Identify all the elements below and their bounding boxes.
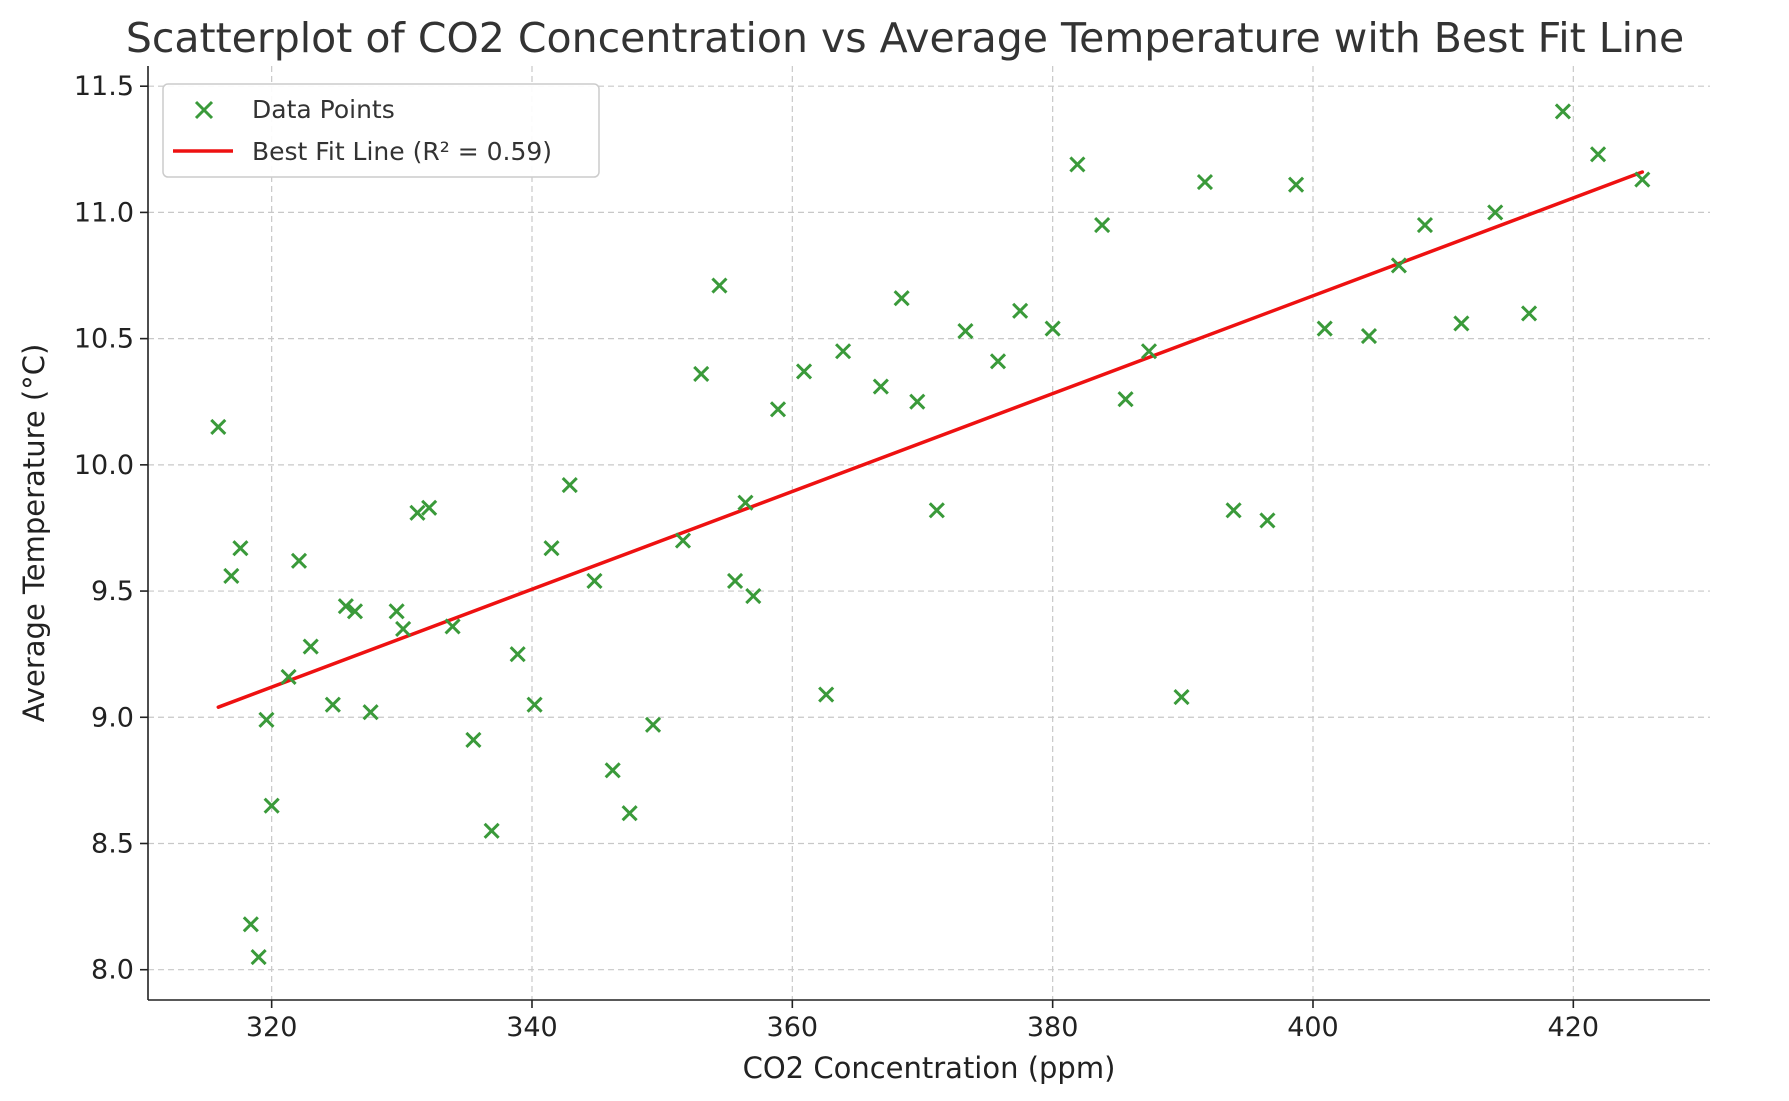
data-point [928, 502, 945, 519]
data-point [526, 696, 543, 713]
x-tick-label: 360 [767, 1012, 819, 1043]
data-point [795, 363, 813, 380]
data-point [769, 401, 787, 418]
axes [147, 66, 1710, 1001]
data-point [483, 822, 500, 839]
data-point [232, 540, 249, 557]
data-point [395, 620, 412, 637]
y-tick-label: 8.0 [91, 955, 134, 986]
data-point [1521, 305, 1538, 322]
data-point [1259, 512, 1276, 529]
data-point [872, 378, 889, 395]
data-point [737, 494, 754, 511]
data-point [444, 618, 461, 635]
y-tick-label: 8.5 [91, 828, 134, 859]
best-fit-line [216, 170, 1645, 709]
y-axis-label: Average Temperature (°C) [17, 344, 51, 723]
data-point [726, 572, 744, 590]
data-point [1094, 216, 1111, 234]
legend-label-data-points: Data Points [252, 95, 395, 124]
data-point [324, 696, 341, 713]
legend-marker-x-icon [194, 100, 214, 120]
chart-title: Scatterplot of CO2 Concentration vs Aver… [126, 14, 1684, 62]
data-point [1360, 328, 1378, 345]
data-point [1044, 320, 1061, 337]
data-point [1589, 146, 1607, 163]
data-point [644, 716, 662, 733]
data-point [957, 322, 974, 340]
x-tick-label: 420 [1548, 1012, 1600, 1043]
data-point [421, 499, 438, 516]
data-point [1416, 216, 1433, 234]
data-point [1117, 391, 1134, 408]
data-point [346, 603, 364, 620]
data-point [693, 365, 710, 383]
x-tick-label: 400 [1287, 1012, 1339, 1043]
data-point [1196, 174, 1214, 191]
data-point [1390, 257, 1407, 274]
data-point [561, 476, 578, 494]
data-point [1173, 689, 1190, 706]
data-points-series [210, 103, 1651, 966]
legend: Data Points Best Fit Line (R² = 0.59) [162, 83, 600, 178]
legend-box [162, 83, 600, 178]
data-point [290, 552, 308, 569]
data-point [250, 949, 267, 966]
data-point [210, 418, 227, 436]
y-tick-label: 10.0 [74, 450, 134, 481]
data-point [835, 343, 852, 360]
data-point [1012, 302, 1029, 319]
x-ticks: 320 340 360 380 400 420 [246, 1000, 1599, 1043]
data-point [280, 668, 297, 685]
data-point [1140, 343, 1158, 360]
data-point [893, 290, 910, 307]
x-tick-label: 340 [506, 1012, 558, 1043]
data-point [409, 504, 426, 521]
data-point [604, 762, 621, 779]
data-point [337, 598, 354, 615]
data-point [1554, 103, 1571, 120]
data-point [362, 704, 379, 721]
data-point [263, 797, 280, 814]
data-point [1487, 204, 1504, 221]
data-point [388, 603, 405, 620]
y-ticks: 8.0 8.5 9.0 9.5 10.0 10.5 11.0 11.5 [74, 71, 148, 986]
data-point [586, 572, 603, 590]
legend-label-best-fit: Best Fit Line (R² = 0.59) [252, 137, 552, 166]
data-point [818, 686, 835, 703]
data-point [1453, 315, 1470, 332]
data-point [1316, 320, 1333, 337]
data-point [909, 393, 926, 410]
data-point [302, 638, 319, 655]
data-point [1225, 502, 1242, 519]
data-point [674, 532, 692, 549]
y-tick-label: 11.5 [74, 71, 134, 102]
y-tick-label: 9.5 [91, 576, 134, 607]
data-point [465, 731, 482, 749]
x-tick-label: 320 [246, 1012, 298, 1043]
data-point [1069, 156, 1086, 173]
data-point [1634, 171, 1651, 188]
data-point [223, 567, 240, 584]
gridlines [148, 66, 1710, 1000]
data-point [745, 588, 762, 605]
data-point [258, 711, 275, 728]
best-fit-line-series [216, 170, 1645, 709]
y-tick-label: 10.5 [74, 324, 134, 355]
data-point [711, 277, 728, 294]
data-point [1288, 176, 1305, 193]
data-point [543, 540, 560, 557]
data-point [242, 916, 259, 933]
data-point [989, 353, 1007, 370]
data-point [621, 805, 638, 822]
y-tick-label: 11.0 [74, 197, 134, 228]
y-tick-label: 9.0 [91, 702, 134, 733]
x-tick-label: 380 [1027, 1012, 1079, 1043]
data-point [509, 646, 526, 663]
x-axis-label: CO2 Concentration (ppm) [743, 1051, 1116, 1085]
